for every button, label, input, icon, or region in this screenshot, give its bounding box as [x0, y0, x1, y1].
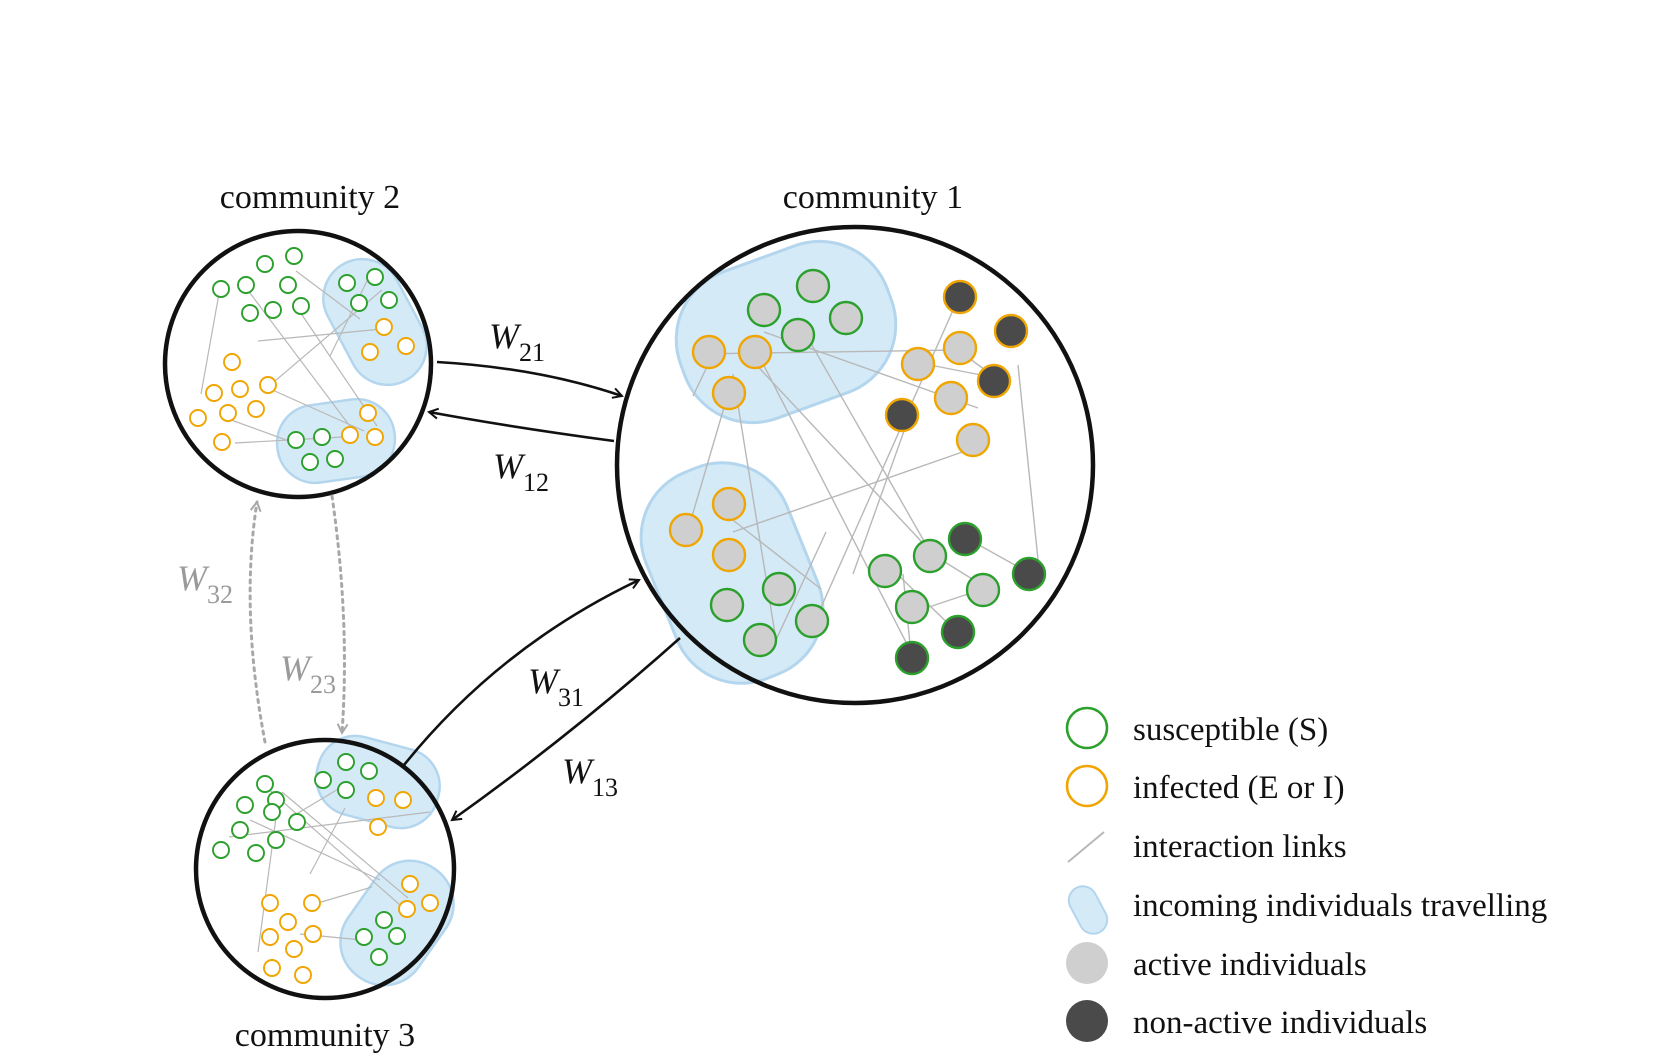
node-susceptible-active [795, 268, 831, 304]
arrow-w31 [402, 580, 639, 766]
legend-active-label: active individuals [1133, 947, 1367, 983]
community-1 [614, 224, 1096, 706]
node-infected-active [942, 330, 978, 366]
node-infected-active [900, 346, 936, 382]
community-3 [193, 734, 457, 1001]
node-infected-active [955, 422, 991, 458]
node-susceptible-active [867, 553, 903, 589]
node-infected-nonactive [942, 279, 978, 315]
community-1-label: community 1 [783, 179, 963, 216]
node-infected-active [711, 537, 747, 573]
weight-w31-label: W31 [528, 661, 584, 712]
legend-active-swatch [1066, 942, 1108, 984]
node-infected-nonactive [993, 313, 1029, 349]
arrow-w23 [330, 494, 344, 733]
legend-infected-swatch [1065, 764, 1109, 808]
node-susceptible-active [794, 603, 830, 639]
c1-interaction-links [687, 298, 1041, 655]
legend-links-label: interaction links [1133, 829, 1347, 865]
node-infected-active [711, 486, 747, 522]
c3-nodes [212, 753, 439, 984]
node-susceptible-active [709, 587, 745, 623]
arrow-w32 [248, 502, 267, 744]
legend-infected-label: infected (E or I) [1133, 770, 1345, 806]
weight-w12-label: W12 [493, 446, 549, 497]
community-1-boundary [614, 224, 1096, 706]
legend-travelling-label: incoming individuals travelling [1133, 888, 1547, 924]
travel-group-c3-bottom [339, 859, 455, 987]
node-susceptible-active [742, 622, 778, 658]
legend-link-swatch [1067, 831, 1105, 863]
legend-nonactive-label: non-active individuals [1133, 1005, 1427, 1041]
community-2-boundary [162, 228, 434, 500]
node-infected-active [691, 334, 727, 370]
node-infected-active [737, 334, 773, 370]
arrow-w13 [452, 637, 681, 820]
legend: susceptible (S) infected (E or I) intera… [1065, 706, 1547, 1042]
node-susceptible-active [828, 300, 864, 336]
node-susceptible-nonactive [1011, 556, 1047, 592]
node-susceptible-nonactive [940, 614, 976, 650]
node-susceptible-active [746, 292, 782, 328]
weight-w32-label: W32 [177, 558, 233, 609]
community-3-boundary [193, 737, 457, 1001]
legend-travelling-swatch [1067, 885, 1109, 935]
node-infected-active [668, 512, 704, 548]
node-infected-nonactive [884, 397, 920, 433]
community-2-label: community 2 [220, 179, 400, 216]
arrow-w12 [429, 412, 615, 443]
node-susceptible-active [965, 572, 1001, 608]
travel-group-c1-bottom [639, 461, 825, 685]
node-infected-nonactive [976, 363, 1012, 399]
legend-susceptible-swatch [1065, 706, 1109, 750]
weight-w21-label: W21 [489, 316, 545, 367]
community-3-label: community 3 [235, 1017, 415, 1054]
node-susceptible-active [894, 589, 930, 625]
community-2 [162, 228, 434, 500]
legend-susceptible-label: susceptible (S) [1133, 712, 1328, 748]
legend-nonactive-swatch [1066, 1000, 1108, 1042]
flow-arrows [248, 360, 681, 820]
node-susceptible-active [780, 317, 816, 353]
node-susceptible-active [761, 571, 797, 607]
node-susceptible-active [912, 538, 948, 574]
node-susceptible-nonactive [894, 640, 930, 676]
node-susceptible-nonactive [947, 521, 983, 557]
c1-nodes [668, 268, 1047, 676]
weight-w13-label: W13 [562, 751, 618, 802]
weight-w23-label: W23 [280, 648, 336, 699]
node-infected-active [933, 380, 969, 416]
c2-nodes [189, 247, 415, 471]
node-infected-active [711, 375, 747, 411]
arrow-w21 [436, 360, 622, 396]
